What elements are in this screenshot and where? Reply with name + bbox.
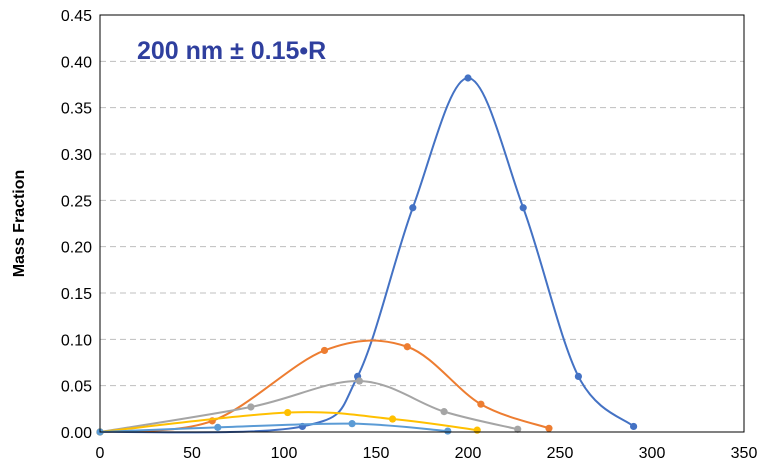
data-point [477,400,485,408]
data-point [630,422,638,431]
x-tick-label: 0 [96,445,105,462]
y-axis-label: Mass Fraction [11,170,28,278]
data-point [409,204,417,212]
y-tick-label: 0.40 [61,54,92,71]
y-tick-label: 0.00 [61,425,92,442]
y-tick-label: 0.45 [61,8,92,25]
y-tick-label: 0.30 [61,147,92,164]
x-tick-label: 250 [547,445,574,462]
series-line [99,422,448,433]
data-point [545,424,553,432]
data-point [355,377,364,385]
y-tick-label: 0.05 [61,379,92,396]
x-tick-label: 300 [639,445,666,462]
x-tick-label: 200 [455,445,482,462]
grid-lines [100,60,744,387]
x-tick-label: 50 [183,445,201,462]
data-point [284,408,292,417]
y-axis-ticks: 0.00 0.05 0.10 0.15 0.20 0.25 0.30 0.35 0.40 0.45 [61,8,92,442]
x-tick-label: 100 [271,445,298,462]
y-tick-label: 0.10 [61,332,92,349]
data-point [403,343,411,351]
x-axis-ticks: 0 50 100 150 200 250 300 350 [96,445,758,462]
chart-annotation: 200 nm ± 0.15•R [137,37,326,65]
data-point [348,420,356,428]
x-tick-label: 150 [363,445,390,462]
data-point [514,425,522,433]
data-point [247,403,255,411]
series-layer [96,74,638,436]
data-point [464,74,472,82]
plot-frame [99,14,745,433]
data-point [320,346,329,355]
series-line [99,77,635,434]
data-point [214,423,222,431]
series-5 [96,420,452,436]
data-point [574,372,583,380]
data-point [473,426,481,434]
y-tick-label: 0.25 [61,193,92,210]
data-point [440,408,448,416]
x-tick-label: 350 [731,445,758,462]
y-tick-label: 0.15 [61,286,92,303]
data-point [388,415,397,423]
y-tick-label: 0.20 [61,240,92,257]
y-tick-label: 0.35 [61,101,92,118]
series-line [99,411,478,433]
data-point [519,204,527,212]
series-line [99,380,518,433]
data-point [444,427,452,435]
